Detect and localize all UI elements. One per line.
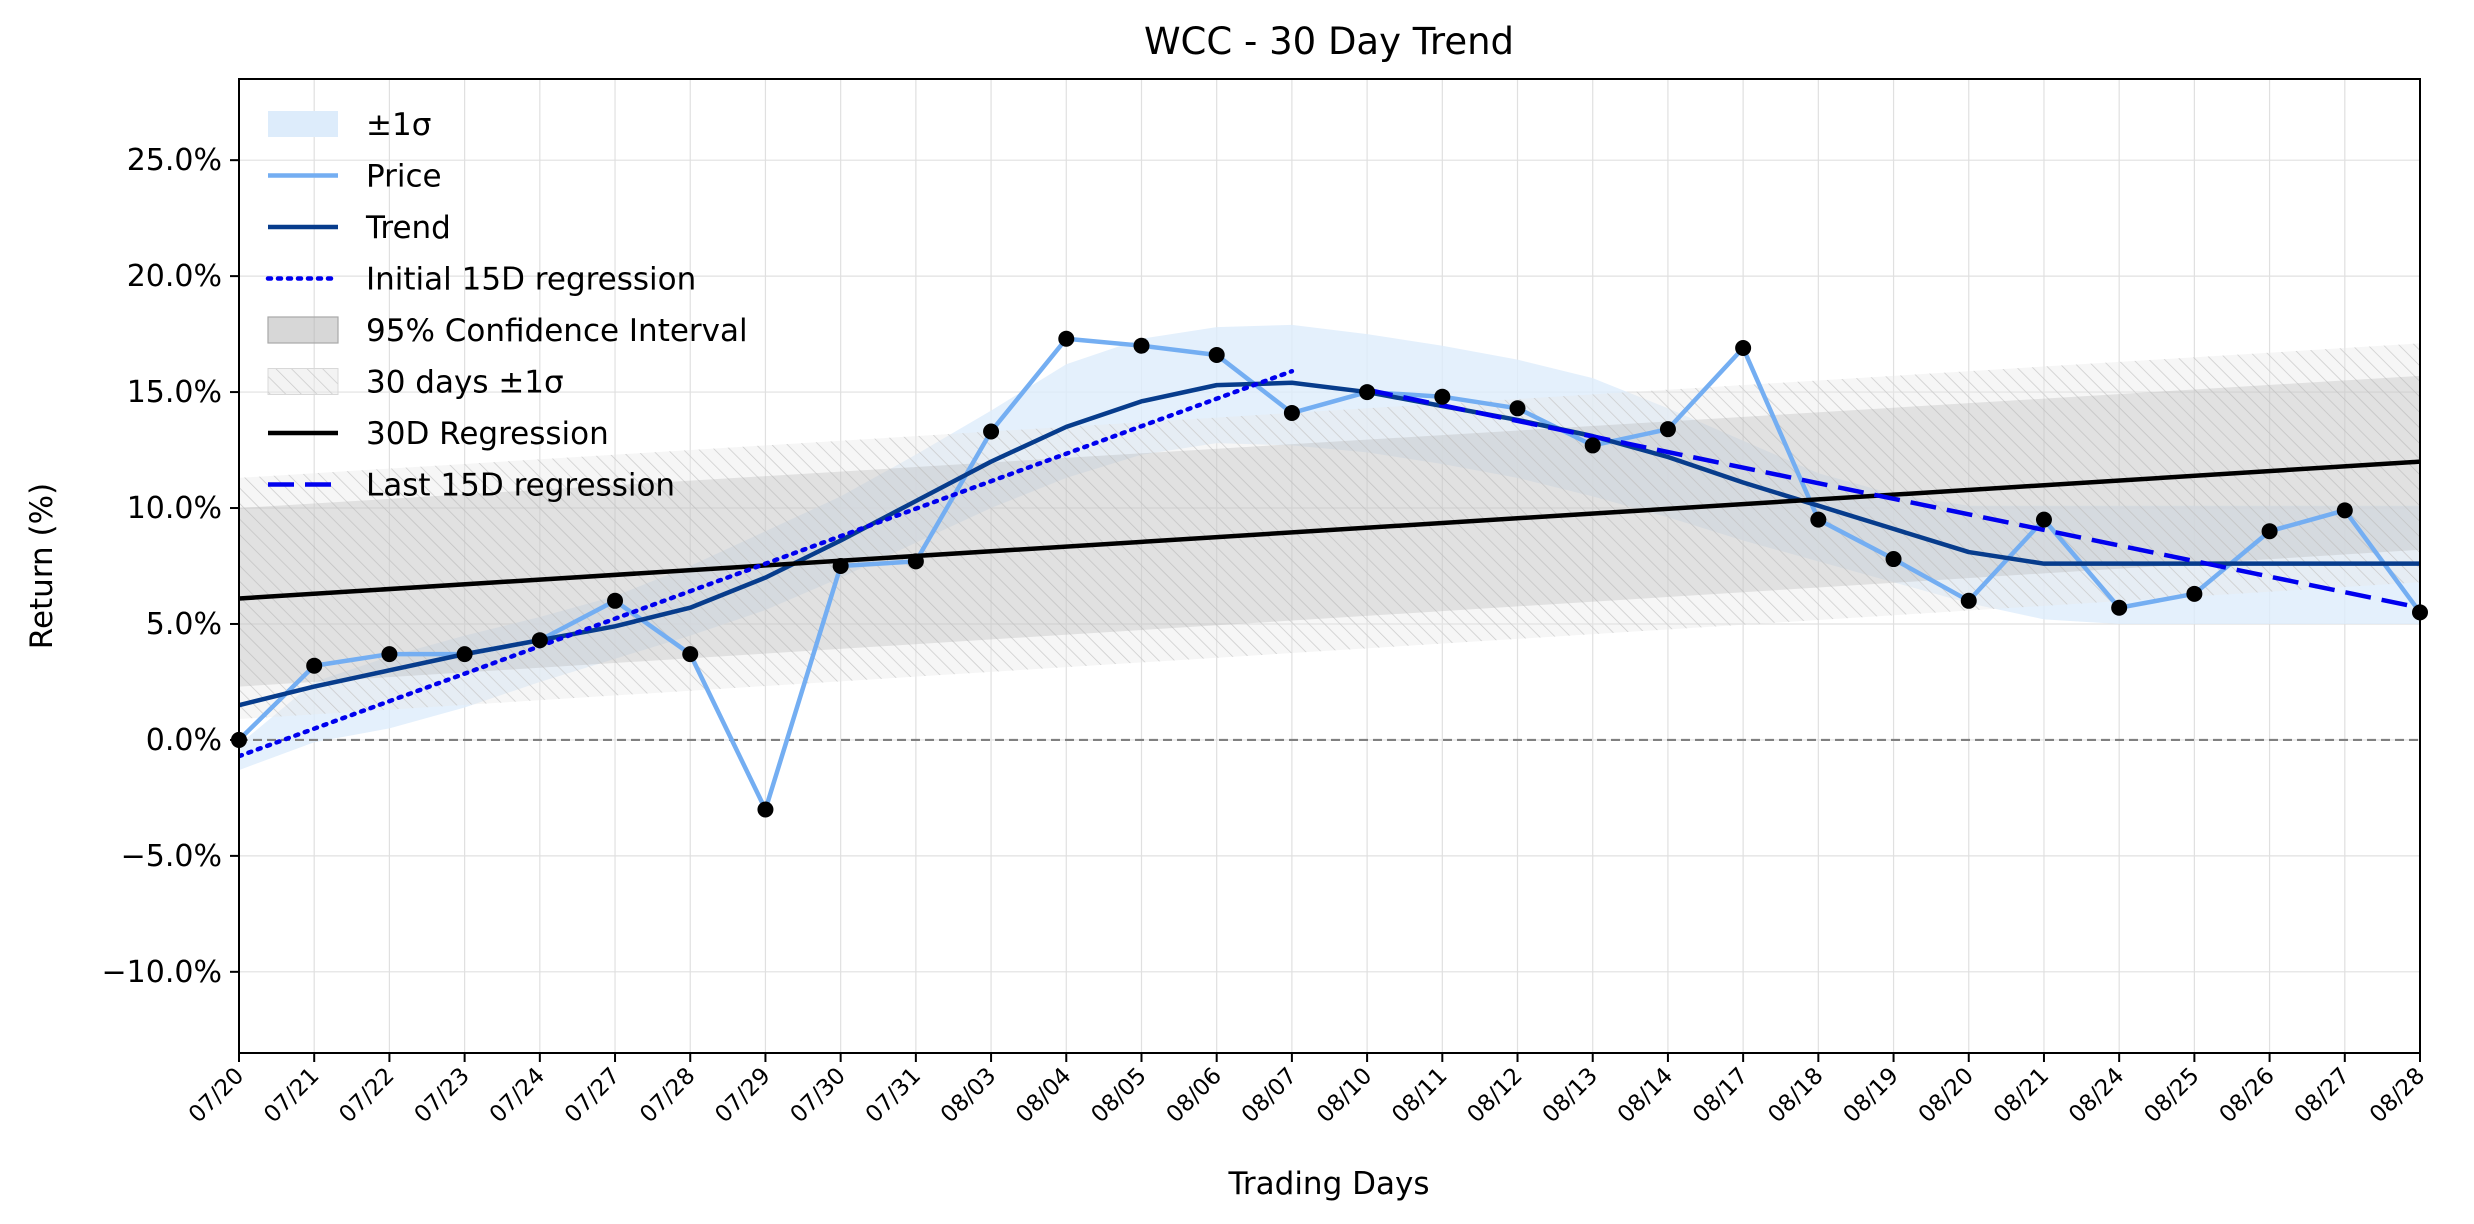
legend-swatch [267,316,339,344]
legend-item: 30 days ±1σ [267,365,564,401]
price-point [1208,346,1225,363]
price-point [983,423,1000,440]
price-point [1133,337,1150,354]
legend-label: Last 15D regression [366,468,675,504]
y-tick-label: 15.0% [127,375,222,410]
legend-label: Initial 15D regression [366,262,696,298]
data-points [231,330,2428,818]
legend-item: Last 15D regression [268,468,675,504]
price-point [456,646,473,663]
legend-label: Trend [365,210,451,246]
legend-item: 95% Confidence Interval [267,313,748,349]
legend-swatch-hatch [267,368,339,395]
price-point [2111,599,2128,616]
plot-frame [238,78,2421,1054]
price-point [2035,511,2052,528]
price-point [1735,340,1752,357]
legend-label: 30 days ±1σ [366,365,564,401]
price-point [2186,585,2203,602]
legend-item: Trend [268,210,451,246]
y-tick-label: −10.0% [102,955,222,990]
y-axis-ticks: −10.0% −5.0% 0.0% 5.0% 10.0% 15.0% 20.0% 25.0% [102,143,239,990]
price-point [607,592,624,609]
trend-line [239,380,2420,708]
legend-label: Price [366,159,442,195]
legend-label: 30D Regression [366,416,609,452]
chart-title: WCC - 30 Day Trend [1144,20,1514,63]
legend-item: 30D Regression [268,416,609,452]
price-point [682,646,699,663]
price-point [531,632,548,649]
price-point [907,553,924,570]
price-point [832,558,849,574]
legend-swatch [268,111,338,137]
price-point [1960,592,1977,609]
price-point [1584,437,1601,454]
legend-item: Price [268,159,442,195]
price-point [757,801,774,818]
price-point [1058,330,1075,347]
price-point [1509,400,1526,417]
price-point [1810,511,1827,528]
y-axis-label: Return (%) [24,483,60,649]
x-axis-label: Trading Days [1228,1166,1430,1202]
legend: ±1σ Price Trend Initial 15D regression 95% C… [265,107,748,504]
y-tick-label: 5.0% [146,607,222,642]
price-point [1283,404,1300,421]
y-tick-label: 20.0% [127,259,222,294]
y-tick-label: 0.0% [146,723,222,758]
price-point [1885,551,1902,568]
price-point [306,657,323,674]
price-point [1434,388,1451,405]
y-tick-label: −5.0% [121,839,222,874]
regression-30d-line [239,459,2420,601]
series-lines [239,336,2420,812]
price-point [1659,421,1676,438]
legend-label: 95% Confidence Interval [366,313,748,349]
legend-label: ±1σ [366,107,431,143]
price-point [2261,523,2278,540]
price-point [1359,384,1376,401]
y-tick-label: 25.0% [127,143,222,178]
price-point [2336,502,2353,519]
legend-item: Initial 15D regression [265,262,696,298]
price-point [381,646,398,663]
legend-item: ±1σ [268,107,431,143]
last-15d-regression-line [1366,387,2420,610]
initial-15d-regression-line [239,368,1295,759]
y-tick-label: 10.0% [127,491,222,526]
